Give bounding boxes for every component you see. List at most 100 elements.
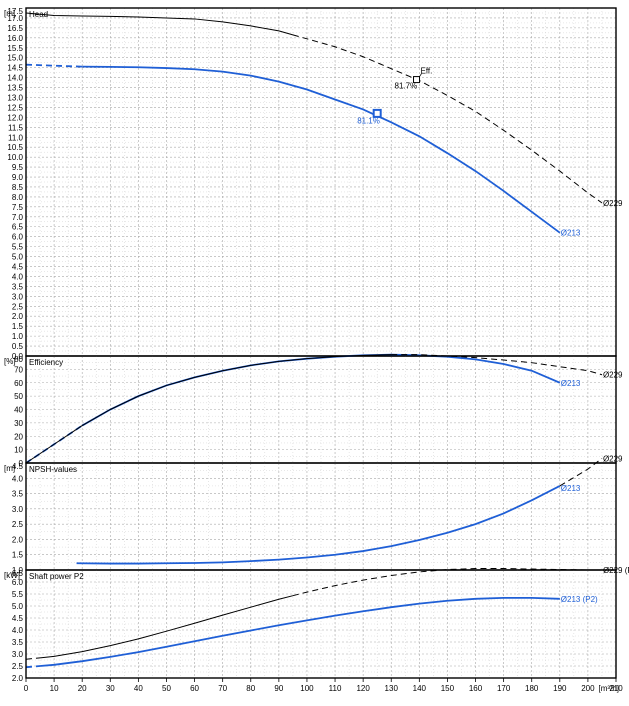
y-tick-label: 3.0 xyxy=(12,650,24,659)
y-tick-label: 2.0 xyxy=(12,674,24,683)
operating-point-marker: Eff.81.7% xyxy=(395,67,433,91)
series-line-dashed xyxy=(292,34,603,204)
y-tick-label: 8.5 xyxy=(12,183,24,192)
y-tick-label: 10.0 xyxy=(7,153,23,162)
y-axis-unit: [m] xyxy=(4,9,15,18)
series-line-dashed xyxy=(391,354,603,376)
y-tick-label: 4.5 xyxy=(12,263,24,272)
x-tick-label: 30 xyxy=(106,684,115,693)
panel-power: 2.0 2.5 3.0 3.5 4.0 4.5 5.0 5.5 6.06.5[kW] Shaft … xyxy=(4,566,629,683)
y-tick-label: 0.5 xyxy=(12,342,24,351)
series-line-dashed xyxy=(25,665,41,669)
marker-box xyxy=(413,76,421,84)
y-tick-label: 9.0 xyxy=(12,173,24,182)
marker-label: 81.7% xyxy=(395,82,418,91)
series-end-label: Ø213 xyxy=(561,484,581,493)
y-tick-label: 6.0 xyxy=(12,578,24,587)
panel-title: NPSH-values xyxy=(29,465,77,474)
y-tick-label: 20 xyxy=(14,432,23,441)
y-tick-label: 0.0 xyxy=(12,352,24,361)
series-d213-head: Ø213 xyxy=(25,63,581,238)
y-tick-label: 17.0 xyxy=(7,14,23,23)
y-tick-label: 60 xyxy=(14,379,23,388)
marker-leader xyxy=(419,73,422,77)
y-tick-label: 15.0 xyxy=(7,54,23,63)
x-tick-label: 160 xyxy=(469,684,483,693)
y-tick-label: 3.5 xyxy=(12,638,24,647)
y-tick-label: 50 xyxy=(14,392,23,401)
panel-head: 0.00.51.01.52.02.53.03.54.04.55.05.56.06… xyxy=(4,7,623,361)
x-tick-label: 90 xyxy=(274,684,283,693)
panel-title: Efficiency xyxy=(29,358,63,367)
series-line-dashed xyxy=(25,657,41,660)
y-tick-label: 1.5 xyxy=(12,322,24,331)
y-tick-label: 3.0 xyxy=(12,292,24,301)
y-tick-label: 3.5 xyxy=(12,282,24,291)
series-d229-npsh: Ø229 xyxy=(559,454,623,487)
y-tick-label: 1.0 xyxy=(12,332,24,341)
y-tick-label: 13.5 xyxy=(7,84,23,93)
y-tick-label: 17.5 xyxy=(7,7,23,16)
series-end-label: Ø229 xyxy=(603,454,623,463)
x-tick-label: 150 xyxy=(441,684,455,693)
y-tick-label: 11.0 xyxy=(8,133,24,142)
y-tick-label: 4.0 xyxy=(12,474,24,483)
x-tick-label: 10 xyxy=(50,684,59,693)
y-tick-label: 10 xyxy=(14,446,23,455)
x-axis-unit: [m³/h] xyxy=(599,684,619,693)
series-line xyxy=(39,595,294,659)
x-tick-label: 200 xyxy=(581,684,595,693)
x-tick-label: 180 xyxy=(525,684,539,693)
series-d229-efficiency: Ø229 xyxy=(25,354,623,464)
y-tick-label: 12.5 xyxy=(7,103,23,112)
y-axis-unit: [m] xyxy=(4,464,15,473)
series-d213-npsh: Ø213 xyxy=(76,484,581,565)
y-tick-label: 7.0 xyxy=(12,213,24,222)
y-tick-label: 40 xyxy=(14,406,23,415)
y-tick-label: 13.0 xyxy=(7,93,23,102)
series-line xyxy=(39,596,560,667)
y-axis-unit: [kW] xyxy=(4,571,20,580)
y-tick-label: 2.5 xyxy=(12,662,24,671)
series-line xyxy=(76,485,561,565)
y-tick-label: 14.5 xyxy=(7,64,23,73)
y-tick-label: 1.0 xyxy=(12,566,24,575)
y-tick-label: 14.0 xyxy=(7,74,23,83)
y-axis-unit: [%] xyxy=(4,357,16,366)
y-tick-label: 11.5 xyxy=(8,123,24,132)
x-tick-label: 40 xyxy=(134,684,143,693)
y-tick-label: 4.5 xyxy=(12,462,24,471)
series-end-label: Ø229 xyxy=(603,199,623,208)
x-tick-label: 140 xyxy=(413,684,427,693)
x-tick-label: 80 xyxy=(246,684,255,693)
y-tick-label: 70 xyxy=(14,365,23,374)
y-tick-label: 5.5 xyxy=(12,243,24,252)
y-tick-label: 16.0 xyxy=(7,34,23,43)
y-tick-label: 5.0 xyxy=(12,602,24,611)
series-line xyxy=(82,65,561,234)
y-tick-label: 4.0 xyxy=(12,626,24,635)
y-tick-label: 9.5 xyxy=(12,163,24,172)
x-tick-label: 70 xyxy=(218,684,227,693)
y-tick-label: 0 xyxy=(19,459,24,468)
y-tick-label: 5.5 xyxy=(12,590,24,599)
operating-point-marker: 81.1% xyxy=(357,108,382,125)
x-tick-label: 0 xyxy=(24,684,29,693)
x-tick-label: 110 xyxy=(329,684,342,693)
marker-label: 81.1% xyxy=(357,116,380,125)
y-tick-label: 7.5 xyxy=(12,203,24,212)
y-tick-label: 2.0 xyxy=(12,312,24,321)
y-tick-label: 12.0 xyxy=(7,113,23,122)
y-tick-label: 5.0 xyxy=(12,253,24,262)
x-tick-label: 210 xyxy=(609,684,623,693)
x-tick-label: 60 xyxy=(190,684,199,693)
y-tick-label: 30 xyxy=(14,419,23,428)
y-tick-label: 2.5 xyxy=(12,302,24,311)
y-tick-label: 2.0 xyxy=(12,535,24,544)
y-tick-label: 6.5 xyxy=(12,569,24,578)
x-axis: 0 10 20 30 40 50 60 70 80 90 100 110 120 130 140 150 160… xyxy=(24,678,623,693)
panel-frame xyxy=(25,569,617,679)
y-tick-label: 6.5 xyxy=(12,223,24,232)
